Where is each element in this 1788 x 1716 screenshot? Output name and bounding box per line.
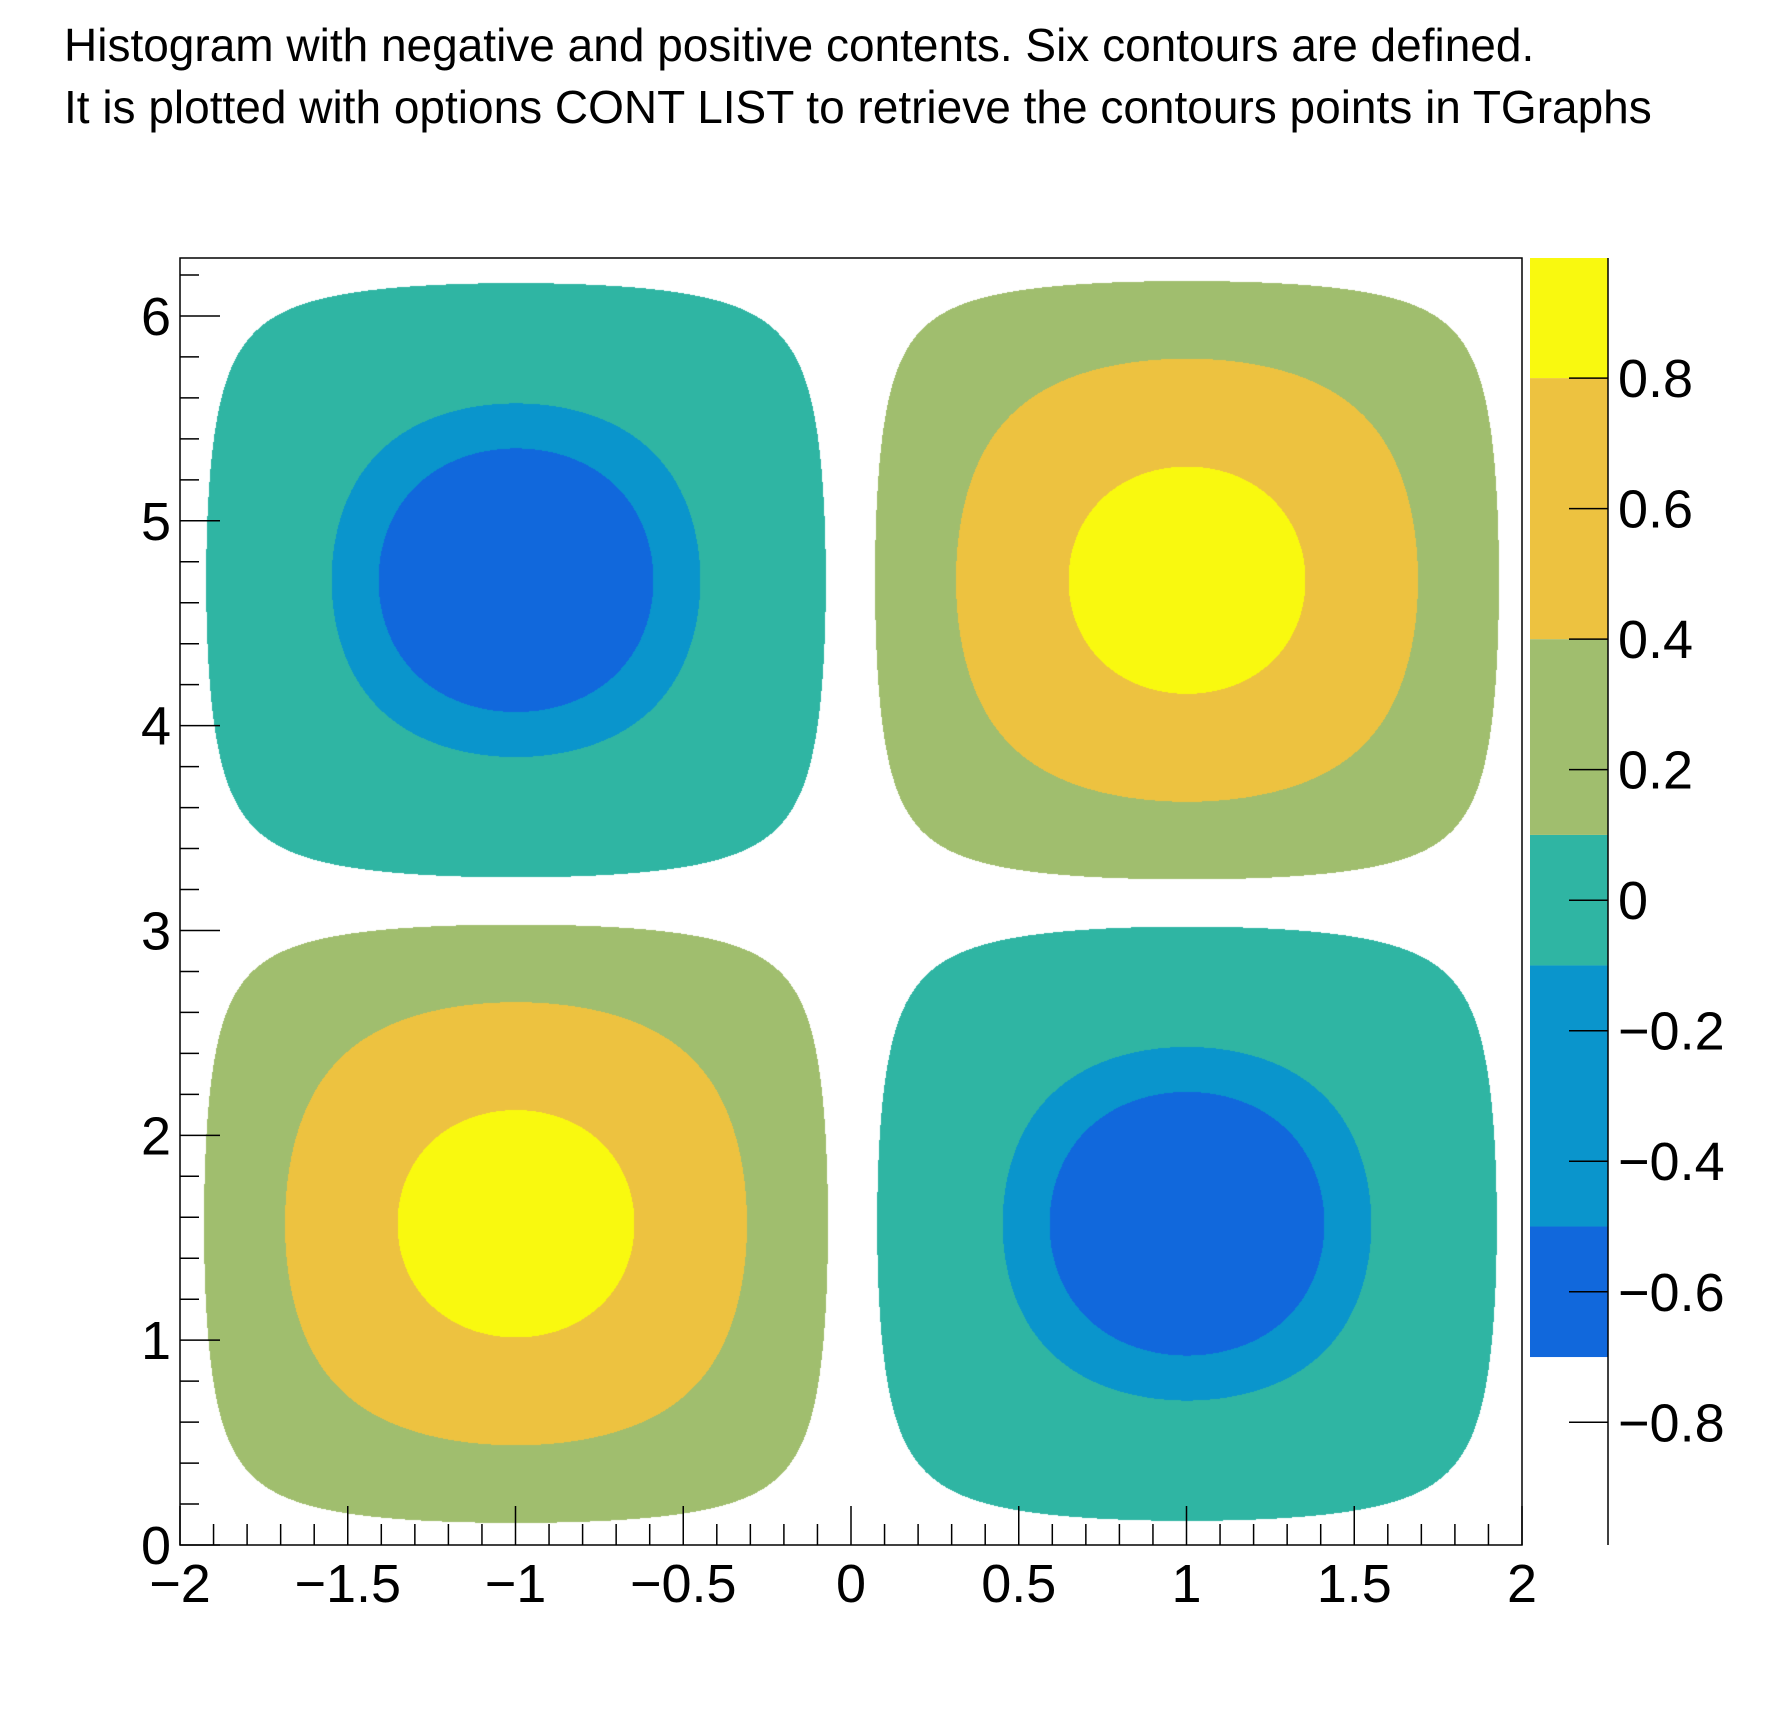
contour-fill bbox=[180, 258, 1522, 1545]
chart-title-line-1: Histogram with negative and positive con… bbox=[64, 19, 1535, 71]
palette-band bbox=[1530, 639, 1608, 835]
palette-band bbox=[1530, 965, 1608, 1227]
palette-tick-label: 0.8 bbox=[1618, 349, 1693, 409]
x-tick-label: 0 bbox=[836, 1554, 866, 1614]
chart-title-line-2: It is plotted with options CONT LIST to … bbox=[64, 81, 1652, 133]
x-tick-label: −1 bbox=[485, 1554, 547, 1614]
plot-frame bbox=[179, 257, 1523, 1546]
y-tick-label: 2 bbox=[141, 1106, 171, 1166]
palette-tick-label: −0.4 bbox=[1618, 1132, 1725, 1192]
x-tick-label: 1 bbox=[1171, 1554, 1201, 1614]
palette-tick-label: 0.2 bbox=[1618, 741, 1693, 801]
palette-tick-label: −0.2 bbox=[1618, 1002, 1725, 1062]
y-tick-label: 0 bbox=[141, 1516, 171, 1576]
y-tick-label: 4 bbox=[141, 697, 171, 757]
x-tick-label: −1.5 bbox=[294, 1554, 401, 1614]
x-tick-label: 2 bbox=[1507, 1554, 1537, 1614]
palette-tick-label: −0.6 bbox=[1618, 1263, 1725, 1323]
palette-tick-label: 0.4 bbox=[1618, 610, 1693, 670]
y-tick-label: 6 bbox=[141, 287, 171, 347]
y-tick-label: 1 bbox=[141, 1311, 171, 1371]
y-tick-label: 5 bbox=[141, 492, 171, 552]
x-tick-label: 0.5 bbox=[981, 1554, 1056, 1614]
palette-band bbox=[1530, 258, 1608, 379]
y-tick-label: 3 bbox=[141, 901, 171, 961]
x-tick-label: −2 bbox=[149, 1554, 211, 1614]
palette-tick-label: −0.8 bbox=[1618, 1393, 1725, 1453]
x-tick-label: −0.5 bbox=[630, 1554, 737, 1614]
palette-tick-label: 0 bbox=[1618, 871, 1648, 931]
x-tick-label: 1.5 bbox=[1317, 1554, 1392, 1614]
palette-tick-label: 0.6 bbox=[1618, 480, 1693, 540]
